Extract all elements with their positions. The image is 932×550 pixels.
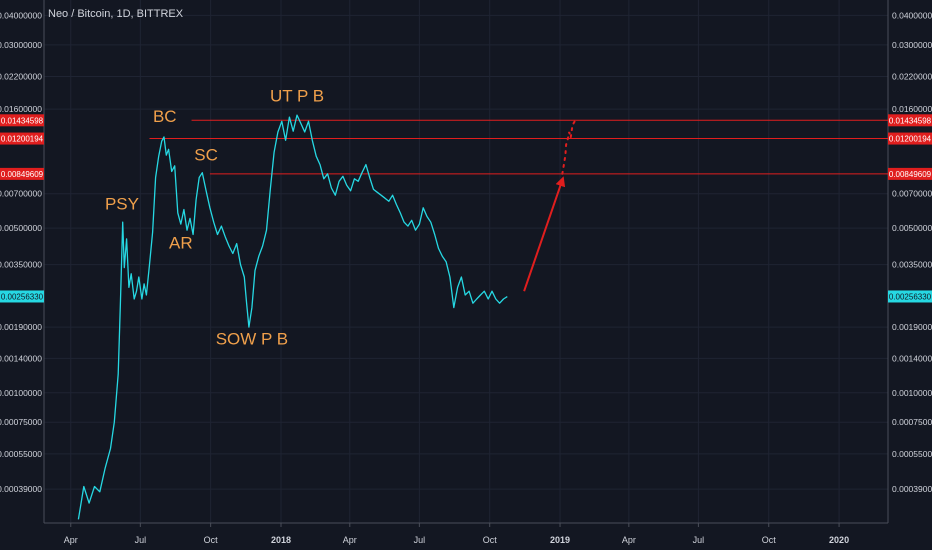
y-tick-label-right: 0.00350000 [892, 260, 932, 270]
y-tick-label-left: 0.04000000 [0, 10, 42, 20]
level-badge-right [888, 132, 932, 145]
annotation-psy: PSY [105, 194, 139, 213]
level-badge-right [888, 167, 932, 180]
level-badge-left [0, 167, 44, 180]
y-tick-label-left: 0.00055000 [0, 449, 42, 459]
price-series-line [77, 114, 508, 520]
y-tick-label-right: 0.00700000 [892, 189, 932, 199]
y-tick-label-left: 0.00190000 [0, 322, 42, 332]
y-tick-label-left: 0.00350000 [0, 260, 42, 270]
y-tick-label-right: 0.00039000 [892, 484, 932, 494]
level-badge-label-left: 0.01200194 [1, 135, 44, 144]
x-tick-label: Jul [135, 535, 147, 545]
x-tick-label: 2020 [829, 535, 849, 545]
x-tick-label: Oct [762, 535, 777, 545]
y-tick-label-right: 0.00075000 [892, 417, 932, 427]
level-badge-label-right: 0.01434598 [889, 116, 932, 125]
x-tick-label: Apr [343, 535, 357, 545]
symbol-title: Neo / Bitcoin, 1D, BITTREX [48, 8, 184, 20]
y-tick-label-right: 0.00100000 [892, 388, 932, 398]
current-price-label-right: 0.00256330 [889, 292, 932, 301]
y-tick-label-right: 0.04000000 [892, 10, 932, 20]
y-tick-label-right: 0.00055000 [892, 449, 932, 459]
annotation-ut-p-b: UT P B [270, 87, 324, 106]
y-tick-label-right: 0.00500000 [892, 223, 932, 233]
y-tick-label-left: 0.01600000 [0, 104, 42, 114]
x-tick-label: 2019 [550, 535, 570, 545]
x-tick-label: Apr [622, 535, 636, 545]
level-badge-label-left: 0.00849609 [1, 170, 44, 179]
x-tick-label: Jul [414, 535, 426, 545]
y-tick-label-left: 0.00075000 [0, 417, 42, 427]
current-price-label-left: 0.00256330 [1, 292, 44, 301]
x-tick-label: Oct [204, 535, 219, 545]
level-badge-label-right: 0.00849609 [889, 170, 932, 179]
x-tick-label: Jul [693, 535, 705, 545]
y-tick-label-left: 0.00500000 [0, 223, 42, 233]
x-tick-label: 2018 [271, 535, 291, 545]
annotation-ar: AR [169, 233, 193, 252]
x-tick-label: Apr [64, 535, 78, 545]
forecast-arrow [523, 176, 566, 292]
level-badge-left [0, 132, 44, 145]
y-tick-label-right: 0.00190000 [892, 322, 932, 332]
y-tick-label-left: 0.00100000 [0, 388, 42, 398]
current-price-badge-right [888, 290, 932, 303]
current-price-badge-left [0, 290, 44, 303]
annotation-sc: SC [194, 145, 218, 164]
y-tick-label-right: 0.02200000 [892, 72, 932, 82]
level-badge-label-left: 0.01434598 [1, 116, 44, 125]
y-tick-label-left: 0.00700000 [0, 189, 42, 199]
y-tick-label-right: 0.00140000 [892, 353, 932, 363]
y-tick-label-right: 0.01600000 [892, 104, 932, 114]
y-tick-label-left: 0.02200000 [0, 72, 42, 82]
grid-lines [44, 0, 888, 523]
annotation-bc: BC [153, 107, 177, 126]
y-tick-label-left: 0.00140000 [0, 353, 42, 363]
level-badge-left [0, 114, 44, 127]
y-tick-label-right: 0.03000000 [892, 40, 932, 50]
level-badge-label-right: 0.01200194 [889, 135, 932, 144]
annotation-sow-p-b: SOW P B [216, 330, 288, 349]
y-tick-label-left: 0.00039000 [0, 484, 42, 494]
forecast-dotted-path [561, 118, 578, 175]
level-badge-right [888, 114, 932, 127]
x-tick-label: Oct [483, 535, 498, 545]
y-tick-label-left: 0.03000000 [0, 40, 42, 50]
